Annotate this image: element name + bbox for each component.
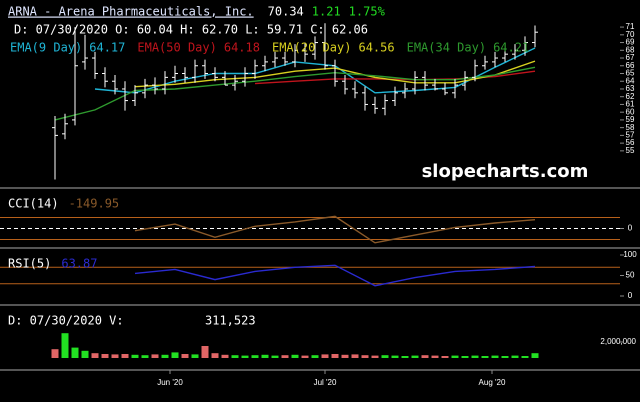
volume-bar (181, 354, 189, 358)
legend-name: EMA(34 Day) (407, 41, 486, 55)
y-tick-label: 69 (626, 38, 635, 47)
indicator-value: -149.95 (69, 197, 120, 211)
volume-bar (251, 355, 259, 358)
volume-bar (51, 349, 59, 358)
last-price: 70.34 (268, 5, 304, 19)
y-tick-label: 58 (626, 123, 635, 132)
y-tick-label: 0 (628, 291, 633, 300)
ema-line (54, 66, 536, 121)
legend-value: 64.17 (89, 41, 125, 55)
volume-bar (391, 355, 399, 358)
legend-value: 64.56 (358, 41, 394, 55)
y-tick-label: 55 (626, 146, 635, 155)
y-tick-label: 70 (626, 30, 635, 39)
volume-bar (241, 355, 249, 358)
volume-bar (211, 353, 219, 358)
volume-bar (71, 347, 79, 358)
volume-bar (171, 352, 179, 358)
volume-bar (371, 355, 379, 358)
volume-bar (221, 354, 229, 358)
volume-bar (141, 355, 149, 358)
y-tick-label: 63 (626, 84, 635, 93)
y-tick-label: 62 (626, 92, 635, 101)
volume-bar (491, 355, 499, 358)
volume-bar (531, 353, 539, 358)
y-tick-label: 61 (626, 100, 635, 109)
y-tick-label: 2,000,000 (600, 337, 636, 346)
volume-bar (341, 354, 349, 358)
x-tick-label: Jun '20 (157, 378, 183, 387)
volume-bar (421, 355, 429, 358)
watermark: slopecharts.com (422, 161, 589, 182)
symbol-title: ARNA - Arena Pharmaceuticals, Inc. (8, 5, 254, 19)
volume-label: D: 07/30/2020 V: (8, 314, 124, 328)
volume-bar (321, 354, 329, 358)
volume-bar (461, 356, 469, 358)
indicator-value: 63.87 (61, 257, 97, 271)
y-tick-label: 56 (626, 138, 635, 147)
volume-bar (201, 346, 209, 358)
legend-value: 64.18 (224, 41, 260, 55)
volume-bar (381, 355, 389, 358)
y-tick-label: 0 (628, 224, 633, 233)
volume-bar (281, 355, 289, 358)
price-change: 1.21 (312, 5, 341, 19)
volume-bar (511, 355, 519, 358)
y-tick-label: 57 (626, 131, 635, 140)
volume-bar (501, 356, 509, 358)
legend-value: 64.21 (493, 41, 529, 55)
y-tick-label: 60 (626, 107, 635, 116)
volume-bar (441, 356, 449, 358)
legend-name: EMA(9 Day) (10, 41, 82, 55)
volume-bar (161, 354, 169, 358)
volume-bar (411, 355, 419, 358)
volume-bar (111, 354, 119, 358)
volume-bar (91, 353, 99, 358)
price-change-pct: 1.75% (349, 5, 386, 19)
y-tick-label: 100 (623, 250, 637, 259)
volume-bar (121, 354, 129, 358)
y-tick-label: 65 (626, 69, 635, 78)
legend-name: EMA(50 Day) (137, 41, 216, 55)
y-tick-label: 68 (626, 45, 635, 54)
indicator-line (134, 264, 536, 287)
y-tick-label: 67 (626, 53, 635, 62)
volume-bar (331, 354, 339, 358)
ema-line (94, 47, 536, 94)
y-tick-label: 66 (626, 61, 635, 70)
y-tick-label: 50 (626, 271, 635, 280)
volume-bar (481, 356, 489, 358)
volume-bar (471, 355, 479, 358)
indicator-label: CCI(14) (8, 197, 59, 211)
x-tick-label: Jul '20 (314, 378, 337, 387)
volume-bar (131, 354, 139, 358)
indicator-label: RSI(5) (8, 257, 51, 271)
volume-bar (361, 355, 369, 358)
volume-bar (191, 354, 199, 358)
volume-bar (401, 356, 409, 358)
volume-value: 311,523 (205, 314, 256, 328)
volume-bar (151, 354, 159, 358)
y-tick-label: 71 (626, 22, 635, 31)
legend-name: EMA(20 Day) (272, 41, 351, 55)
volume-bar (431, 355, 439, 358)
volume-bar (101, 354, 109, 358)
volume-bar (261, 354, 269, 358)
indicator-line (134, 215, 536, 244)
y-tick-label: 64 (626, 76, 635, 85)
volume-bar (61, 333, 69, 358)
volume-bar (81, 350, 89, 358)
volume-bar (351, 354, 359, 358)
y-tick-label: 59 (626, 115, 635, 124)
bar-info: D: 07/30/2020 O: 60.04 H: 62.70 L: 59.71… (14, 23, 368, 37)
x-tick-label: Aug '20 (479, 378, 506, 387)
volume-bar (311, 355, 319, 358)
volume-bar (521, 356, 529, 358)
volume-bar (301, 355, 309, 358)
volume-bar (231, 355, 239, 358)
volume-bar (451, 355, 459, 358)
volume-bar (271, 355, 279, 358)
volume-bar (291, 354, 299, 358)
